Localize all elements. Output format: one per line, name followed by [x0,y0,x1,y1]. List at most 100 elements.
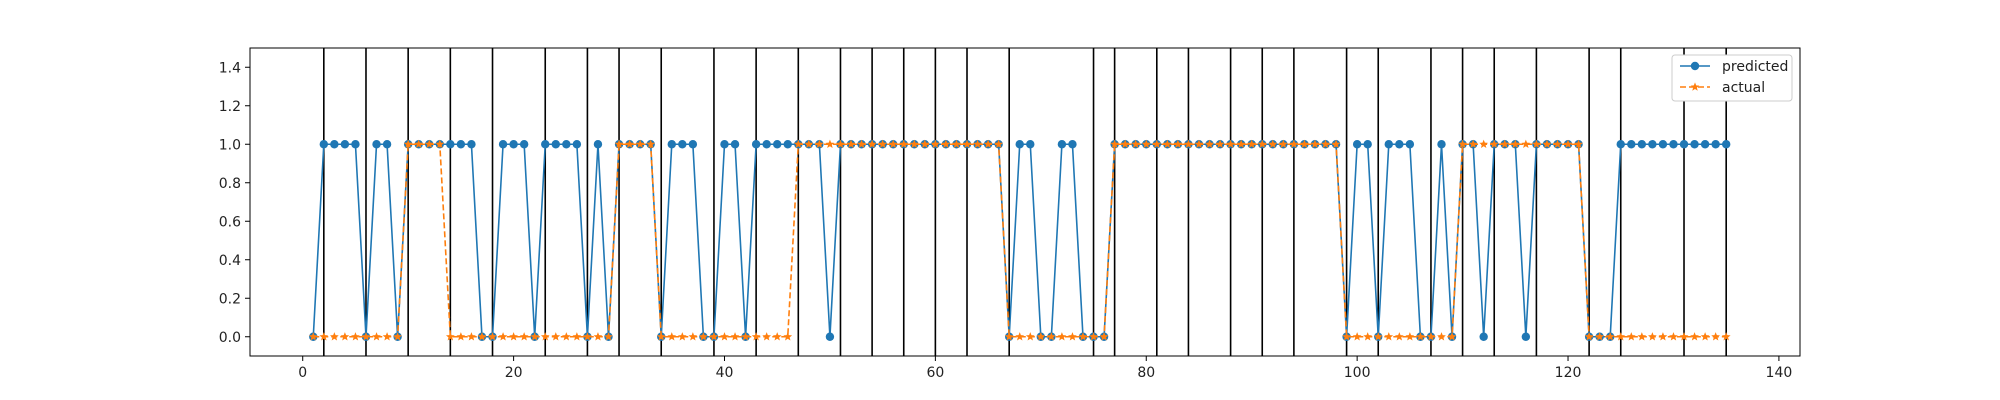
point-actual [1004,332,1014,341]
point-actual [1015,332,1025,341]
plot-frame [249,47,1801,357]
point-actual [677,332,687,341]
point-predicted [1700,140,1710,149]
point-actual [836,139,845,148]
point-predicted [1669,140,1678,149]
point-actual [340,332,350,341]
point-actual [1394,332,1404,341]
point-actual [741,332,750,341]
y-axis: 0.0 0.2 0.4 0.6 0.8 1.0 1.2 1.4 [219,60,250,346]
point-actual [1468,139,1478,148]
point-actual [1616,332,1626,341]
point-actual [351,332,360,341]
point-actual [551,332,561,341]
point-predicted [1648,140,1657,149]
point-actual [1120,139,1130,148]
point-actual [667,332,677,341]
x-axis: 0 20 40 60 80 100 120 140 [298,356,1792,381]
point-actual [1257,139,1267,148]
point-actual [329,332,339,341]
point-actual [1068,332,1077,341]
point-predicted [667,140,676,149]
point-predicted [519,140,529,149]
point-predicted [382,140,392,149]
point-actual [888,139,898,148]
point-actual [762,332,772,341]
y-tick-label: 0.6 [219,214,241,230]
point-actual [931,139,940,148]
point-actual [308,332,318,341]
point-predicted [1352,140,1362,149]
point-actual [1036,332,1046,341]
point-predicted [572,140,582,149]
point-predicted [1658,140,1668,149]
legend: predicted actual [1671,54,1793,102]
point-actual [414,139,424,148]
point-actual [1162,139,1172,148]
point-actual [1532,139,1541,148]
point-actual [720,332,729,341]
y-tick-label: 0.0 [219,330,241,346]
point-actual [561,332,571,341]
point-predicted [1437,140,1446,149]
point-actual [1563,139,1573,148]
point-actual [509,332,518,341]
point-actual [1426,332,1436,341]
point-actual [1194,139,1204,148]
point-actual [1373,332,1383,341]
point-predicted [551,140,560,149]
point-actual [1479,139,1489,148]
point-actual [1500,139,1510,148]
point-actual [467,332,476,341]
point-actual [815,139,824,148]
point-predicted [372,140,381,149]
point-actual [583,332,592,341]
point-actual [361,332,371,341]
point-actual [1078,332,1088,341]
point-actual [1437,332,1446,341]
point-actual [709,332,719,341]
point-predicted [773,140,782,149]
point-actual [1605,332,1615,341]
legend-items [1680,61,1710,91]
point-actual [1405,332,1415,341]
point-actual [941,139,951,148]
point-actual [1584,332,1594,341]
point-actual [751,332,761,341]
point-predicted [1363,140,1372,149]
point-actual [319,332,329,341]
point-actual [1458,139,1467,148]
point-actual [1658,332,1668,341]
point-actual [1310,139,1320,148]
legend-marker-actual [1690,82,1700,91]
point-actual [899,139,909,148]
point-actual [688,332,698,341]
point-predicted [678,140,687,149]
point-actual [1690,332,1699,341]
point-actual [920,139,930,148]
point-actual [1700,332,1710,341]
point-predicted [498,140,508,149]
point-predicted [720,140,729,149]
legend-label-predicted: predicted [1722,59,1788,75]
point-actual [1489,139,1499,148]
point-actual [1648,332,1657,341]
point-predicted [509,140,518,149]
point-predicted [351,140,360,149]
point-predicted [730,140,740,149]
point-actual [962,139,972,148]
point-actual [1057,332,1067,341]
point-actual [646,139,656,148]
point-predicted [1616,140,1625,149]
point-actual [983,139,993,148]
point-actual [1131,139,1141,148]
point-actual [382,332,392,341]
point-predicted [751,140,761,149]
point-actual [498,332,508,341]
x-tick-label: 120 [1555,365,1582,381]
point-actual [804,139,814,148]
point-actual [909,139,919,148]
point-predicted [340,140,350,149]
point-actual [867,139,877,148]
point-actual [1637,332,1647,341]
